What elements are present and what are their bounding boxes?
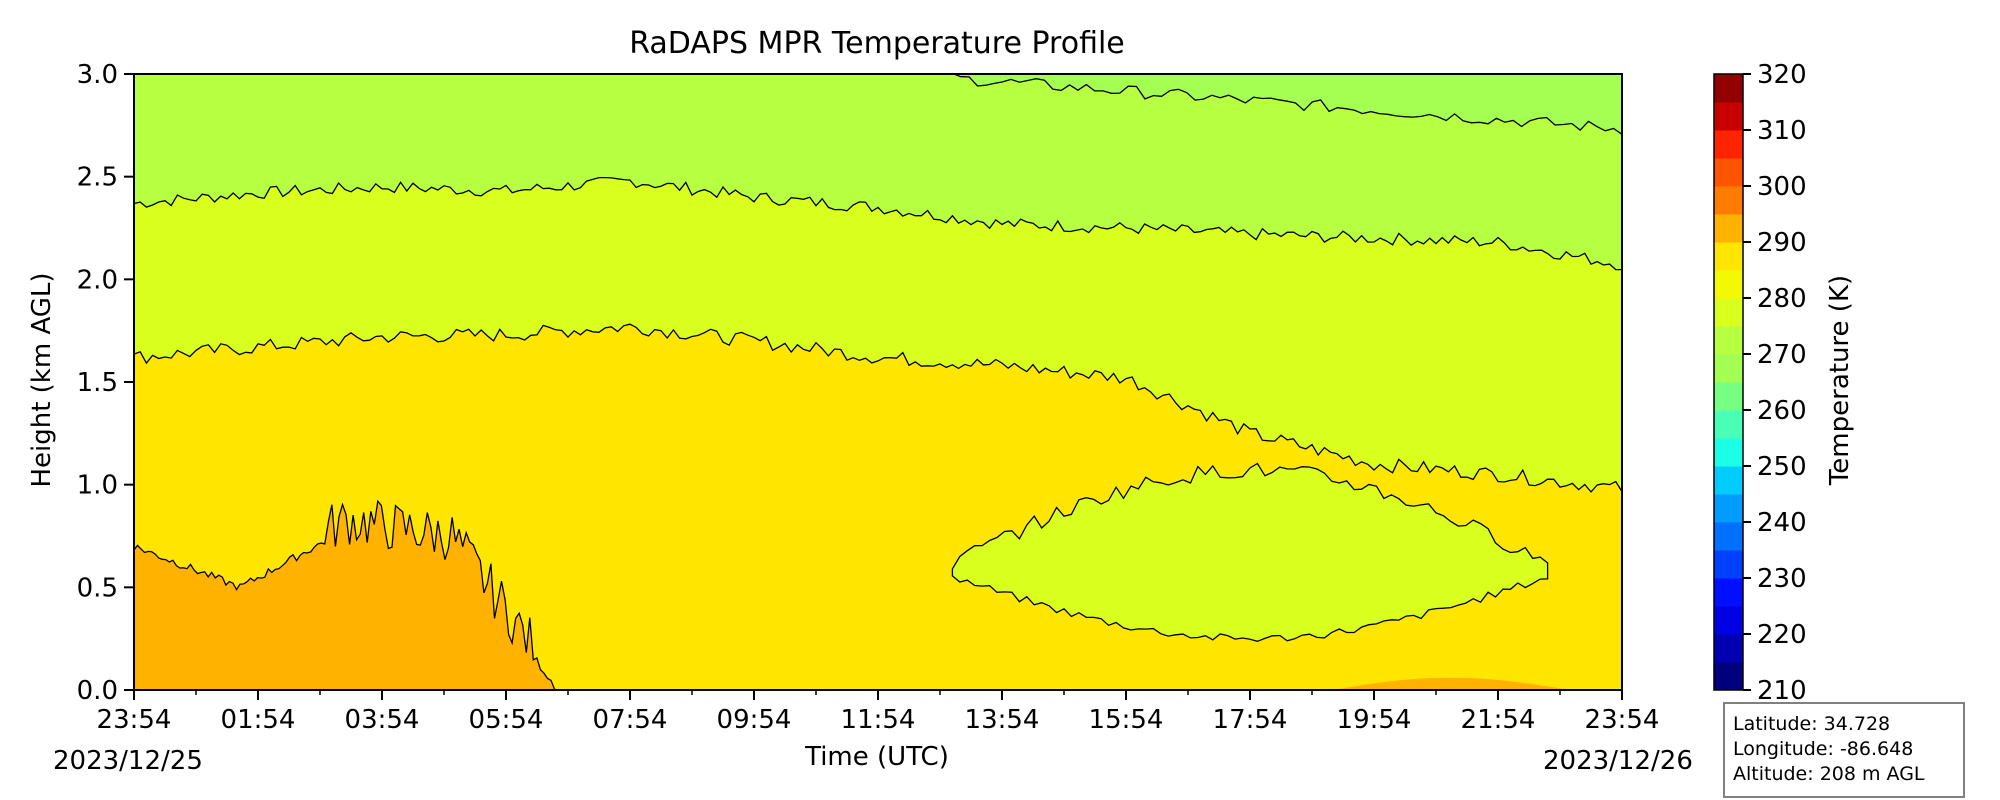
x-tick-label: 07:54 — [593, 705, 668, 735]
x-tick-label: 21:54 — [1461, 705, 1536, 735]
colorbar-segment — [1714, 270, 1743, 299]
colorbar-segment — [1714, 438, 1743, 467]
x-tick-label: 11:54 — [841, 705, 916, 735]
y-tick-label: 1.0 — [77, 471, 118, 501]
contour-line-upper — [133, 176, 1622, 271]
y-axis: 0.0 0.5 1.0 1.5 2.0 2.5 3.0 — [77, 60, 134, 706]
x-tick-label: 19:54 — [1337, 705, 1412, 735]
plot-area — [133, 72, 1623, 691]
colorbar-segment — [1714, 522, 1743, 551]
chart-title: RaDAPS MPR Temperature Profile — [629, 26, 1125, 61]
contour-region-270-275 — [952, 73, 1622, 135]
x-tick-label: 01:54 — [221, 705, 296, 735]
colorbar-tick-label: 250 — [1757, 452, 1807, 482]
colorbar-segment — [1714, 466, 1743, 495]
colorbar-segment — [1714, 326, 1743, 355]
contour-line-lens — [951, 462, 1549, 642]
colorbar-segment — [1714, 158, 1743, 187]
x-tick-label: 05:54 — [469, 705, 544, 735]
colorbar-tick-label: 260 — [1757, 396, 1807, 426]
colorbar-tick-label: 300 — [1757, 172, 1807, 202]
colorbar-tick-label: 240 — [1757, 508, 1807, 538]
colorbar-segment — [1714, 242, 1743, 271]
colorbar-frame — [1713, 73, 1744, 691]
colorbar-segment — [1714, 410, 1743, 439]
x-tick-label: 13:54 — [965, 705, 1040, 735]
latitude-text: Latitude: 34.728 — [1733, 713, 1891, 735]
colorbar: 210 220 230 240 250 260 270 280 290 300 310 320 — [1713, 60, 1807, 706]
colorbar-segment — [1714, 578, 1743, 607]
colorbar-segment — [1714, 74, 1743, 103]
contour-region-275-280 — [134, 74, 1622, 270]
colorbar-segment — [1714, 186, 1743, 215]
y-tick-label: 0.0 — [77, 676, 118, 706]
colorbar-tick-label: 210 — [1757, 676, 1807, 706]
colorbar-segment — [1714, 214, 1743, 243]
x-tick-label: 03:54 — [345, 705, 420, 735]
x-tick-label: 09:54 — [717, 705, 792, 735]
contour-line-orange — [133, 499, 559, 691]
colorbar-segment — [1714, 298, 1743, 327]
colorbar-segment — [1714, 662, 1743, 691]
y-tick-label: 3.0 — [77, 60, 118, 90]
x-tick-label: 23:54 — [97, 705, 172, 735]
station-info-box: Latitude: 34.728 Longitude: -86.648 Alti… — [1723, 702, 1965, 798]
colorbar-segment — [1714, 102, 1743, 131]
y-tick-label: 2.5 — [77, 163, 118, 193]
x-tick-label: 15:54 — [1089, 705, 1164, 735]
colorbar-segment — [1714, 494, 1743, 523]
contour-line-middle — [133, 323, 1623, 493]
colorbar-tick-label: 310 — [1757, 116, 1807, 146]
colorbar-tick-label: 280 — [1757, 284, 1807, 314]
colorbar-segment — [1714, 354, 1743, 383]
contour-region-290-295-sliver — [1331, 677, 1570, 690]
longitude-text: Longitude: -86.648 — [1733, 738, 1914, 760]
colorbar-segment — [1714, 382, 1743, 411]
colorbar-tick-label: 290 — [1757, 228, 1807, 258]
altitude-text: Altitude: 208 m AGL — [1733, 763, 1925, 785]
colorbar-tick-label: 220 — [1757, 620, 1807, 650]
colorbar-segment — [1714, 634, 1743, 663]
colorbar-segment — [1714, 550, 1743, 579]
colorbar-tick-label: 320 — [1757, 60, 1807, 90]
contour-region-280-285-lens — [952, 463, 1548, 642]
colorbar-tick-label: 230 — [1757, 564, 1807, 594]
colorbar-label: Temperature (K) — [1825, 275, 1855, 486]
colorbar-segment — [1714, 606, 1743, 635]
x-axis-label: Time (UTC) — [804, 742, 949, 772]
start-date-label: 2023/12/25 — [53, 746, 203, 776]
end-date-label: 2023/12/26 — [1543, 746, 1693, 776]
x-tick-label: 23:54 — [1585, 705, 1660, 735]
contour-line-top — [952, 72, 1623, 135]
colorbar-segment — [1714, 130, 1743, 159]
y-tick-label: 1.5 — [77, 368, 118, 398]
contour-region-290-295 — [134, 501, 559, 690]
colorbar-tick-label: 270 — [1757, 340, 1807, 370]
y-tick-label: 2.0 — [77, 265, 118, 295]
x-axis: 23:54 01:54 03:54 05:54 07:54 09:54 11:54 13:54… — [97, 690, 1660, 735]
x-tick-label: 17:54 — [1213, 705, 1288, 735]
y-tick-label: 0.5 — [77, 573, 118, 603]
y-axis-label: Height (km AGL) — [27, 272, 57, 487]
